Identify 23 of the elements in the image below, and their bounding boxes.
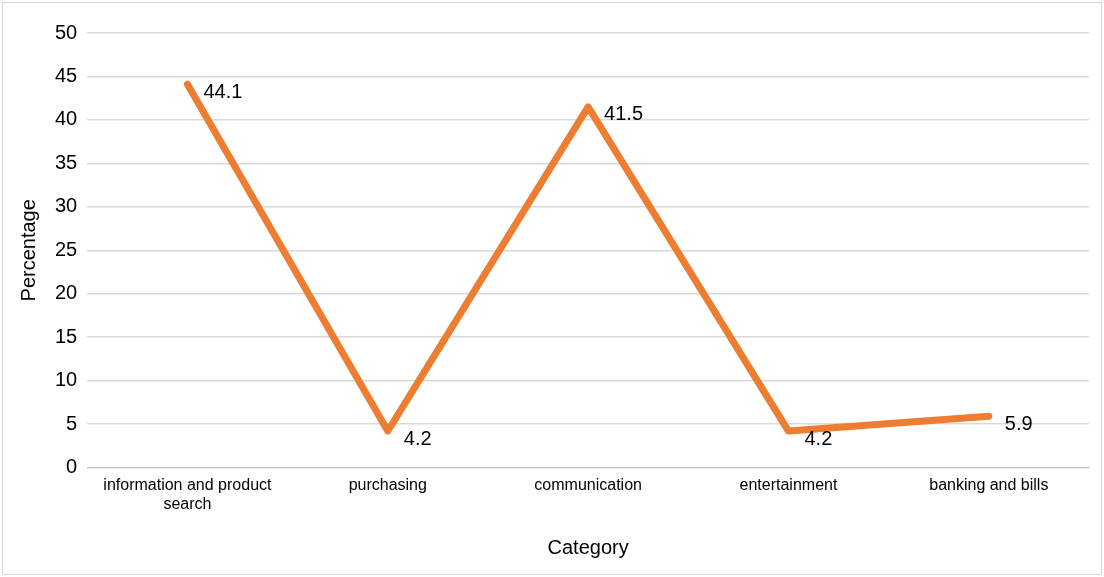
x-tick-label: communication — [534, 475, 642, 493]
y-tick-label: 40 — [55, 107, 78, 130]
data-label: 44.1 — [203, 79, 243, 102]
x-tick-label: banking and bills — [929, 475, 1049, 493]
y-tick-label: 35 — [55, 150, 78, 173]
x-tick-label: information and product search — [103, 475, 273, 512]
y-tick-label: 15 — [55, 324, 78, 347]
data-label: 41.5 — [604, 102, 644, 125]
y-tick-label: 20 — [55, 281, 78, 304]
y-tick-label: 5 — [66, 411, 78, 434]
y-tick-label: 0 — [66, 455, 78, 478]
y-tick-label: 10 — [55, 368, 78, 391]
y-tick-label: 25 — [55, 237, 78, 260]
y-axis-title: Percentage — [16, 199, 39, 302]
data-label: 4.2 — [804, 426, 833, 449]
x-tick-label: entertainment — [739, 475, 838, 493]
y-tick-label: 30 — [55, 194, 78, 217]
data-label: 5.9 — [1004, 411, 1033, 434]
data-label: 4.2 — [403, 426, 432, 449]
y-tick-label: 45 — [55, 63, 78, 86]
x-tick-label: purchasing — [348, 475, 427, 493]
x-axis-title: Category — [547, 535, 629, 558]
y-tick-label: 50 — [55, 20, 78, 43]
